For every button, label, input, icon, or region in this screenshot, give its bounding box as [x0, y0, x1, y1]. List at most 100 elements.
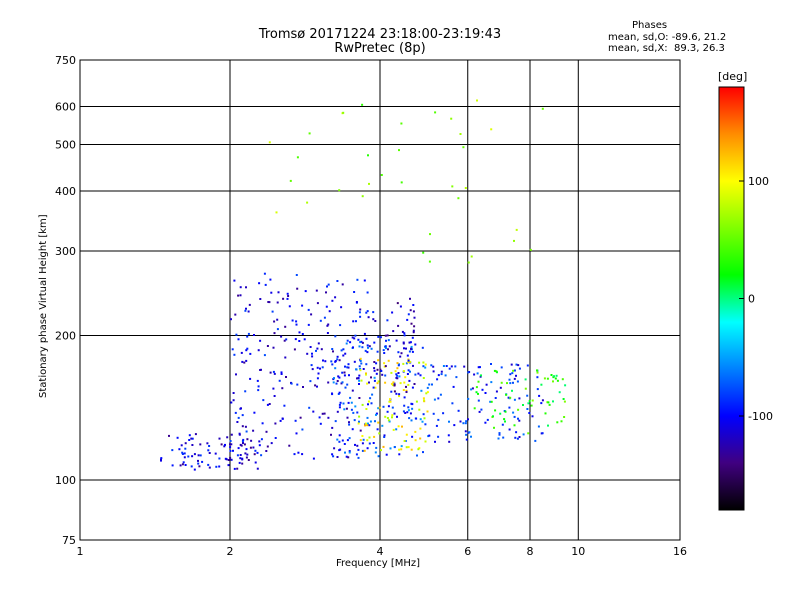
echo-point [262, 399, 265, 402]
y-tick-label: 750 [55, 54, 76, 67]
echo-point [431, 383, 433, 386]
echo-point [378, 406, 381, 409]
echo-point [275, 211, 278, 214]
echo-point [321, 366, 324, 369]
echo-point [457, 409, 460, 412]
echo-point [295, 274, 298, 276]
echo-point [374, 420, 376, 423]
echo-point [508, 406, 511, 409]
echo-point [309, 346, 312, 348]
echo-point [234, 313, 237, 316]
colorbar-tick-label: 100 [748, 175, 769, 188]
echo-point [276, 328, 279, 331]
echo-point [409, 370, 411, 373]
echo-point [478, 410, 481, 413]
echo-point [433, 398, 436, 401]
echo-point [368, 345, 371, 348]
echo-point [338, 440, 341, 443]
echo-point [490, 381, 493, 384]
echo-point [406, 373, 409, 375]
echo-point [372, 386, 375, 389]
echo-point [347, 401, 350, 404]
echo-point [331, 393, 334, 396]
echo-point [492, 415, 494, 418]
echo-point [407, 409, 410, 412]
echo-point [373, 379, 376, 382]
echo-point [239, 454, 242, 456]
echo-point [462, 146, 465, 149]
echo-point [299, 416, 302, 419]
echo-point [245, 349, 248, 352]
echo-point [230, 443, 233, 446]
echo-point [334, 360, 337, 362]
echo-point [411, 350, 414, 353]
echo-point [403, 347, 405, 350]
echo-point [181, 453, 184, 455]
echo-point [319, 367, 321, 370]
echo-point [296, 156, 299, 159]
echo-point [308, 132, 311, 135]
echo-point [241, 440, 244, 442]
echo-point [357, 338, 360, 341]
echo-point [359, 439, 362, 442]
plot-frame [79, 59, 681, 541]
echo-point [359, 357, 362, 360]
echo-point [373, 435, 376, 438]
echo-point [375, 362, 378, 365]
echo-point [555, 374, 558, 377]
echo-point [541, 399, 544, 402]
echo-point [224, 443, 226, 446]
echo-point [355, 320, 357, 323]
echo-point [448, 420, 450, 423]
echo-point [197, 462, 200, 465]
echo-point [516, 380, 519, 383]
echo-point [374, 386, 377, 389]
echo-point [537, 425, 540, 428]
echo-point [272, 370, 275, 373]
echo-point [301, 428, 304, 431]
echo-point [248, 303, 251, 306]
echo-point [247, 459, 250, 461]
echo-point [176, 436, 179, 439]
echo-point [369, 397, 372, 400]
echo-point [332, 350, 334, 353]
echo-point [236, 454, 239, 457]
echo-point [467, 418, 469, 421]
echo-point [254, 461, 257, 464]
echo-point [365, 372, 367, 375]
echo-point [229, 446, 232, 449]
echo-point [281, 387, 284, 390]
echo-point [344, 451, 346, 454]
echo-point [498, 433, 501, 436]
echo-point [374, 320, 377, 322]
echo-point [283, 404, 286, 407]
echo-point [239, 294, 242, 297]
echo-point [397, 425, 400, 428]
echo-point [249, 446, 252, 449]
echo-point [365, 363, 368, 366]
echo-point [220, 443, 223, 446]
echo-point [509, 396, 512, 399]
echo-point [396, 367, 399, 370]
echo-point [294, 338, 297, 341]
echo-point [367, 154, 369, 157]
echo-point [240, 444, 243, 447]
echo-point [344, 386, 347, 389]
echo-point [339, 448, 342, 451]
echo-point [197, 454, 200, 457]
echo-point [327, 323, 330, 326]
echo-point [376, 428, 379, 431]
echo-point [368, 381, 370, 384]
echo-point [475, 391, 478, 394]
echo-point [524, 378, 527, 381]
echo-point [227, 459, 230, 461]
echo-point [229, 450, 232, 452]
echo-point [332, 381, 335, 384]
echo-point [364, 349, 367, 352]
echo-point [513, 415, 516, 418]
echo-point [393, 383, 396, 386]
echo-point [295, 323, 298, 326]
echo-point [360, 340, 363, 343]
echo-point [408, 379, 411, 382]
echo-point [444, 374, 447, 377]
